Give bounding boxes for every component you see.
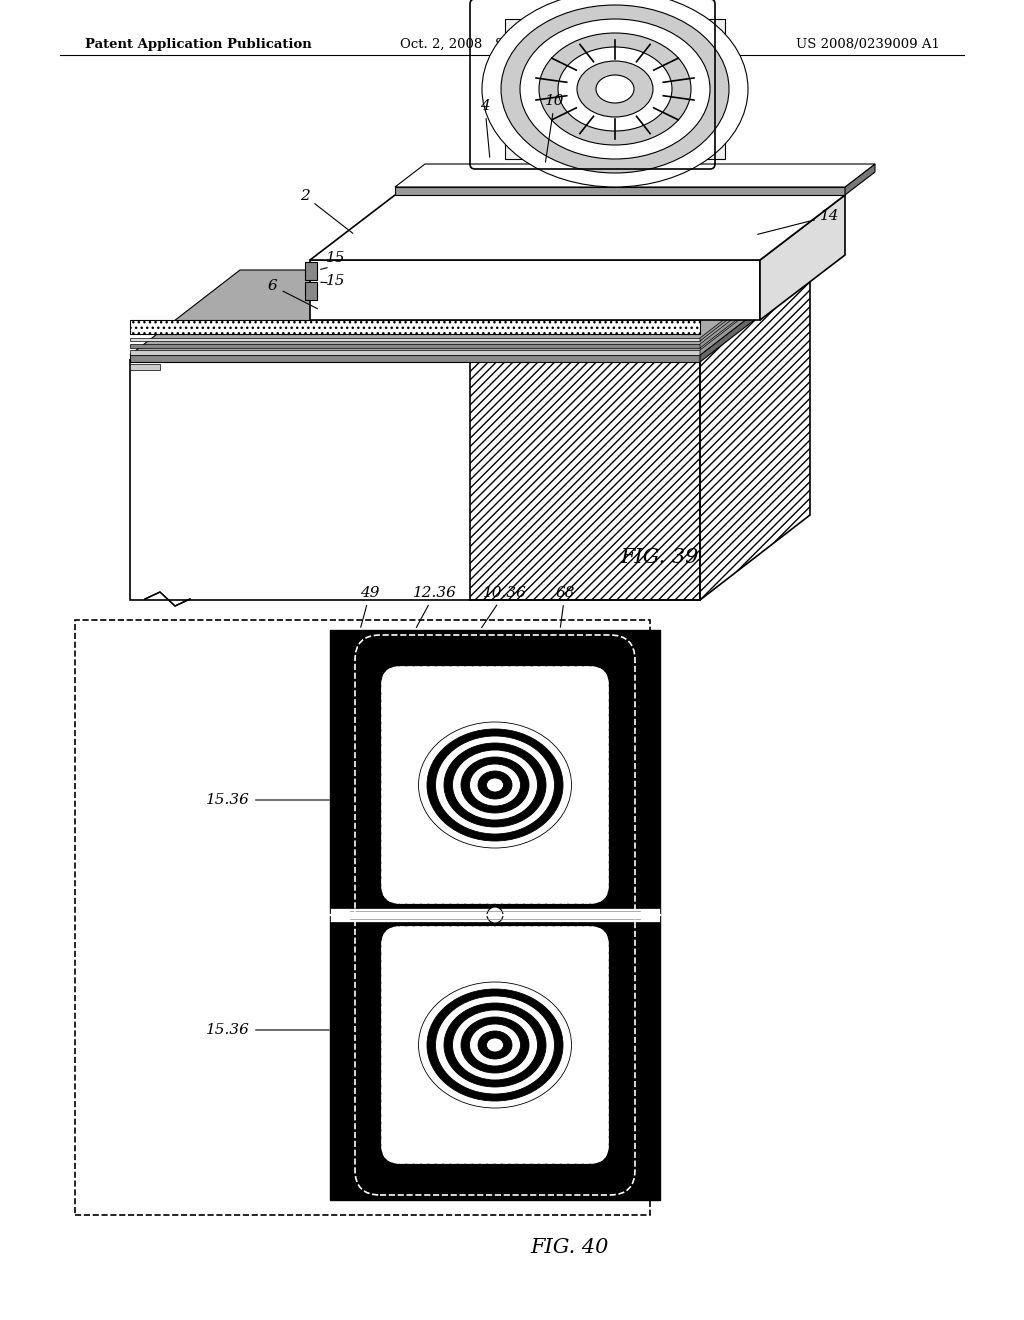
Polygon shape bbox=[700, 275, 810, 601]
Ellipse shape bbox=[596, 75, 634, 103]
Ellipse shape bbox=[453, 1010, 538, 1080]
Polygon shape bbox=[130, 271, 810, 355]
Text: 15: 15 bbox=[326, 251, 345, 265]
Ellipse shape bbox=[427, 989, 563, 1101]
Ellipse shape bbox=[478, 1031, 512, 1059]
Ellipse shape bbox=[435, 737, 555, 834]
Polygon shape bbox=[505, 18, 725, 158]
Polygon shape bbox=[130, 319, 700, 334]
Text: 15: 15 bbox=[326, 275, 345, 288]
Bar bbox=[130, 364, 160, 370]
Polygon shape bbox=[470, 360, 700, 601]
Text: Oct. 2, 2008   Sheet 23 of 72: Oct. 2, 2008 Sheet 23 of 72 bbox=[400, 38, 593, 51]
Ellipse shape bbox=[482, 0, 748, 187]
Text: Patent Application Publication: Patent Application Publication bbox=[85, 38, 311, 51]
Polygon shape bbox=[700, 271, 810, 362]
Polygon shape bbox=[130, 350, 700, 355]
Bar bbox=[330, 630, 660, 1200]
Polygon shape bbox=[395, 164, 874, 187]
Ellipse shape bbox=[478, 771, 512, 799]
Polygon shape bbox=[760, 195, 845, 319]
Polygon shape bbox=[310, 260, 760, 319]
Polygon shape bbox=[700, 259, 810, 348]
Polygon shape bbox=[700, 265, 810, 355]
Ellipse shape bbox=[486, 1038, 504, 1052]
Ellipse shape bbox=[461, 1016, 529, 1073]
Bar bbox=[330, 908, 660, 921]
Ellipse shape bbox=[419, 722, 571, 847]
Ellipse shape bbox=[501, 5, 729, 173]
Text: 2: 2 bbox=[300, 189, 353, 234]
Ellipse shape bbox=[419, 982, 571, 1107]
Polygon shape bbox=[845, 164, 874, 195]
Polygon shape bbox=[130, 345, 700, 348]
Ellipse shape bbox=[469, 764, 520, 807]
Ellipse shape bbox=[427, 729, 563, 841]
Ellipse shape bbox=[461, 756, 529, 813]
Bar bbox=[305, 282, 317, 300]
Polygon shape bbox=[130, 338, 700, 341]
Text: 14: 14 bbox=[758, 209, 840, 235]
Polygon shape bbox=[310, 195, 845, 260]
Text: FIG. 40: FIG. 40 bbox=[530, 1238, 608, 1257]
Text: FIG. 39: FIG. 39 bbox=[620, 548, 698, 568]
Bar bbox=[75, 620, 650, 1214]
Polygon shape bbox=[130, 355, 700, 362]
Text: US 2008/0239009 A1: US 2008/0239009 A1 bbox=[796, 38, 940, 51]
Text: 15.36: 15.36 bbox=[206, 793, 330, 807]
Ellipse shape bbox=[453, 750, 538, 820]
Text: 10: 10 bbox=[545, 94, 564, 162]
Ellipse shape bbox=[469, 1024, 520, 1067]
Polygon shape bbox=[395, 187, 845, 195]
Ellipse shape bbox=[486, 777, 504, 792]
Polygon shape bbox=[130, 360, 470, 601]
Text: 12.36: 12.36 bbox=[413, 586, 457, 627]
Bar bbox=[305, 261, 317, 280]
Ellipse shape bbox=[444, 743, 546, 828]
Text: 6: 6 bbox=[268, 279, 317, 309]
Ellipse shape bbox=[558, 48, 672, 131]
FancyBboxPatch shape bbox=[382, 667, 608, 903]
Ellipse shape bbox=[577, 61, 653, 117]
FancyBboxPatch shape bbox=[382, 927, 608, 1163]
Polygon shape bbox=[700, 253, 810, 341]
Circle shape bbox=[487, 907, 503, 923]
Ellipse shape bbox=[444, 1003, 546, 1086]
Text: 10.36: 10.36 bbox=[481, 586, 527, 628]
Text: 68: 68 bbox=[555, 586, 574, 627]
Text: 15.36: 15.36 bbox=[206, 1023, 330, 1038]
Text: 49: 49 bbox=[360, 586, 380, 627]
Text: 4: 4 bbox=[480, 99, 489, 157]
Polygon shape bbox=[130, 275, 810, 360]
Ellipse shape bbox=[539, 33, 691, 145]
Ellipse shape bbox=[435, 997, 555, 1094]
Ellipse shape bbox=[520, 18, 710, 158]
